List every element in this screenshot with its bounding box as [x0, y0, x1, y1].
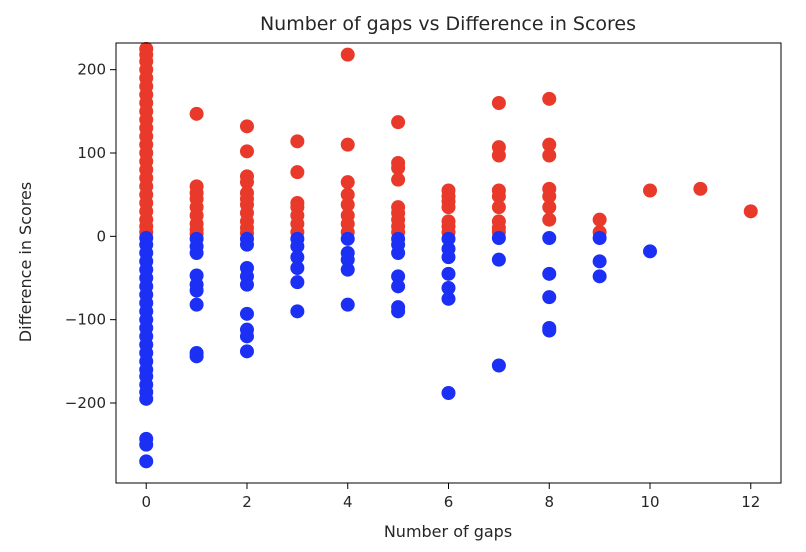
y-tick-label: 100: [77, 144, 106, 162]
x-tick-label: 6: [444, 493, 454, 511]
data-point-negative: [290, 250, 305, 265]
data-point-positive: [340, 197, 355, 212]
data-point-negative: [239, 277, 254, 292]
y-axis-label: Difference in Scores: [16, 182, 35, 342]
data-point-positive: [491, 189, 506, 204]
data-point-negative: [391, 304, 406, 319]
data-point-negative: [542, 323, 557, 338]
x-tick-label: 0: [141, 493, 151, 511]
data-point-positive: [189, 106, 204, 121]
data-point-positive: [491, 96, 506, 110]
data-point-negative: [139, 437, 154, 452]
x-tick-label: 8: [544, 493, 554, 511]
data-point-positive: [340, 137, 355, 152]
data-point-negative: [441, 281, 456, 295]
data-point-negative: [139, 454, 154, 469]
data-point-negative: [340, 297, 355, 312]
data-point-negative: [239, 344, 254, 359]
data-point-positive: [239, 144, 254, 159]
data-point-negative: [491, 252, 506, 267]
data-point-negative: [290, 304, 305, 319]
data-point-negative: [239, 329, 254, 344]
data-point-positive: [542, 137, 557, 152]
data-point-negative: [592, 231, 607, 245]
data-point-negative: [441, 250, 456, 265]
data-point-positive: [542, 189, 557, 204]
data-point-negative: [491, 231, 506, 245]
x-tick-label: 10: [640, 493, 659, 511]
data-point-positive: [340, 187, 355, 202]
data-point-negative: [189, 246, 204, 260]
data-point-positive: [239, 175, 254, 190]
data-point-positive: [643, 183, 658, 198]
data-point-negative: [189, 297, 204, 312]
data-point-negative: [239, 237, 254, 252]
data-point-negative: [189, 283, 204, 298]
data-point-positive: [542, 148, 557, 163]
data-point-negative: [542, 266, 557, 281]
data-point-negative: [542, 290, 557, 305]
data-point-negative: [441, 386, 456, 400]
data-point-positive: [391, 115, 406, 130]
data-point-positive: [743, 204, 758, 219]
y-tick-label: −100: [65, 311, 106, 329]
data-point-positive: [340, 47, 355, 62]
data-point-negative: [290, 239, 305, 254]
data-point-negative: [189, 349, 204, 364]
data-point-positive: [542, 91, 557, 106]
x-tick-label: 12: [741, 493, 760, 511]
data-point-negative: [340, 262, 355, 277]
data-point-positive: [290, 134, 305, 149]
data-point-positive: [592, 212, 607, 227]
data-point-negative: [592, 254, 607, 269]
data-point-positive: [290, 165, 305, 180]
data-point-negative: [391, 246, 406, 260]
data-point-negative: [391, 279, 406, 294]
data-point-negative: [441, 291, 456, 306]
y-tick-label: 0: [96, 227, 106, 245]
data-point-negative: [441, 266, 456, 281]
data-point-positive: [491, 148, 506, 163]
data-point-positive: [340, 175, 355, 190]
data-point-negative: [643, 244, 658, 259]
data-point-negative: [491, 358, 506, 373]
x-tick-label: 2: [242, 493, 252, 511]
chart-title: Number of gaps vs Difference in Scores: [260, 13, 636, 35]
data-point-negative: [290, 275, 305, 290]
data-point-positive: [693, 181, 708, 196]
data-point-negative: [239, 306, 254, 321]
data-point-negative: [340, 231, 355, 246]
data-point-positive: [391, 172, 406, 187]
data-points: [139, 41, 758, 469]
data-point-positive: [391, 161, 406, 175]
data-point-positive: [239, 119, 254, 134]
x-tick-label: 4: [343, 493, 353, 511]
data-point-negative: [391, 269, 406, 284]
data-point-negative: [542, 231, 557, 245]
x-axis: 0 2 4 6 8 10 12: [141, 483, 760, 511]
data-point-negative: [139, 391, 154, 406]
y-tick-label: 200: [77, 61, 106, 79]
data-point-negative: [290, 261, 305, 275]
x-axis-label: Number of gaps: [384, 522, 512, 541]
data-point-negative: [340, 252, 355, 267]
data-point-positive: [542, 200, 557, 215]
data-point-negative: [592, 269, 607, 284]
data-point-negative: [441, 231, 456, 246]
data-point-positive: [491, 200, 506, 215]
data-point-positive: [441, 200, 456, 215]
data-point-positive: [542, 212, 557, 227]
y-axis: −200 −100 0 100 200: [65, 61, 116, 412]
y-tick-label: −200: [65, 394, 106, 412]
